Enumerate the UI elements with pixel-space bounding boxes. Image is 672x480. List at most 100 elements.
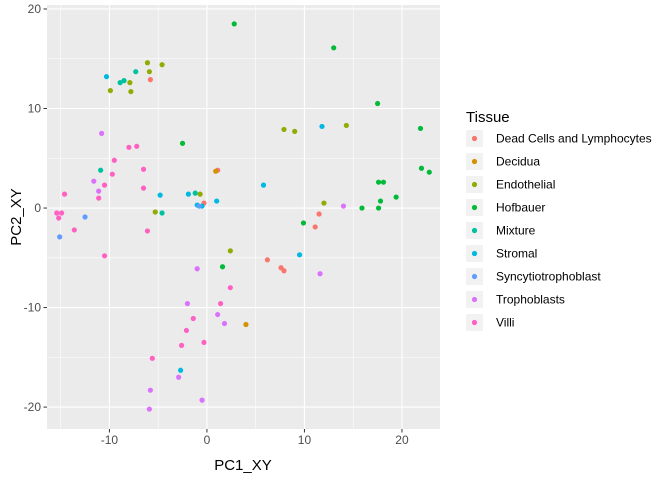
data-point (243, 321, 249, 328)
data-point (317, 271, 323, 277)
data-point (192, 190, 198, 196)
legend-swatch (471, 204, 478, 211)
legend-swatch (471, 135, 478, 142)
legend-label: Dead Cells and Lymphocytes (496, 132, 652, 146)
legend-label: Trophoblasts (496, 293, 565, 307)
data-point (109, 171, 115, 177)
data-point (126, 144, 132, 150)
legend-swatch (471, 250, 478, 257)
data-point (359, 205, 365, 211)
y-tick-label: 0 (34, 201, 41, 215)
data-point (57, 234, 63, 240)
data-point (393, 194, 399, 200)
data-point (340, 203, 347, 209)
data-point (179, 140, 186, 146)
data-point (107, 87, 113, 94)
data-point (190, 315, 196, 322)
data-point (194, 266, 200, 272)
data-point (214, 198, 220, 204)
legend-swatch (471, 227, 478, 234)
data-point (140, 185, 147, 191)
legend-title: Tissue (466, 109, 510, 126)
data-point (418, 165, 425, 171)
data-point (128, 88, 134, 95)
data-point (417, 125, 424, 132)
data-point (312, 224, 318, 230)
data-point (101, 182, 108, 188)
data-point (96, 188, 102, 194)
data-point (134, 143, 140, 149)
legend-label: Villi (496, 316, 514, 330)
data-point (147, 77, 153, 83)
y-axis-title: PC2_XY (8, 188, 25, 246)
legend-swatch (471, 319, 478, 326)
data-point (331, 45, 337, 51)
data-point (343, 122, 349, 129)
y-tick-label: 20 (28, 2, 42, 16)
legend-swatch (471, 158, 478, 165)
data-point (140, 166, 147, 172)
data-point (319, 123, 325, 130)
data-point (215, 311, 221, 318)
data-point (82, 214, 88, 220)
y-tick-label: -10 (24, 301, 42, 315)
data-point (260, 182, 267, 188)
data-point (217, 300, 224, 307)
data-point (103, 74, 110, 80)
legend-label: Mixture (496, 224, 536, 238)
data-point (219, 264, 226, 270)
x-tick-label: 0 (204, 433, 211, 447)
data-point (196, 203, 202, 209)
data-point (375, 205, 382, 211)
data-point (264, 257, 270, 263)
minor-gridlines (47, 5, 440, 429)
data-point (201, 339, 207, 346)
legend: Tissue Dead Cells and Lymphocytes Decidua… (466, 109, 652, 331)
data-point (227, 285, 233, 291)
data-point (213, 168, 219, 174)
x-tick-label: 20 (395, 433, 409, 447)
data-point (199, 397, 205, 403)
data-point (374, 100, 381, 107)
y-tick-label: 10 (28, 102, 42, 116)
data-point (152, 209, 158, 215)
data-point (281, 268, 287, 274)
major-gridlines (47, 5, 440, 429)
data-point (221, 320, 228, 327)
data-point (183, 327, 190, 334)
data-point (178, 342, 185, 348)
legend-swatch (471, 296, 478, 303)
legend-label: Decidua (496, 155, 540, 169)
data-point (56, 215, 62, 221)
data-point (144, 60, 151, 66)
data-point (59, 210, 65, 216)
data-point (91, 178, 97, 184)
x-tick-label: -10 (101, 433, 119, 447)
x-axis: -10 0 10 20 (101, 429, 409, 447)
data-point (61, 191, 68, 197)
data-point (227, 248, 233, 254)
data-point (426, 169, 432, 175)
data-point (185, 191, 192, 197)
data-point (147, 387, 153, 393)
data-point (157, 192, 163, 198)
data-point (316, 211, 322, 217)
data-point (321, 200, 327, 206)
data-point (117, 80, 123, 86)
legend-swatch (471, 273, 478, 280)
data-point (111, 157, 117, 163)
plot-panel (47, 5, 440, 429)
data-point (184, 300, 191, 307)
data-point (377, 198, 384, 204)
data-point (99, 130, 105, 136)
data-point (144, 228, 151, 234)
y-tick-label: -20 (24, 400, 42, 414)
data-point (231, 21, 237, 27)
data-point (71, 227, 77, 233)
data-point (101, 253, 108, 259)
legend-label: Hofbauer (496, 201, 545, 215)
data-point (296, 252, 303, 258)
data-point (178, 367, 184, 373)
y-axis: -20 -10 0 10 20 (24, 2, 47, 414)
